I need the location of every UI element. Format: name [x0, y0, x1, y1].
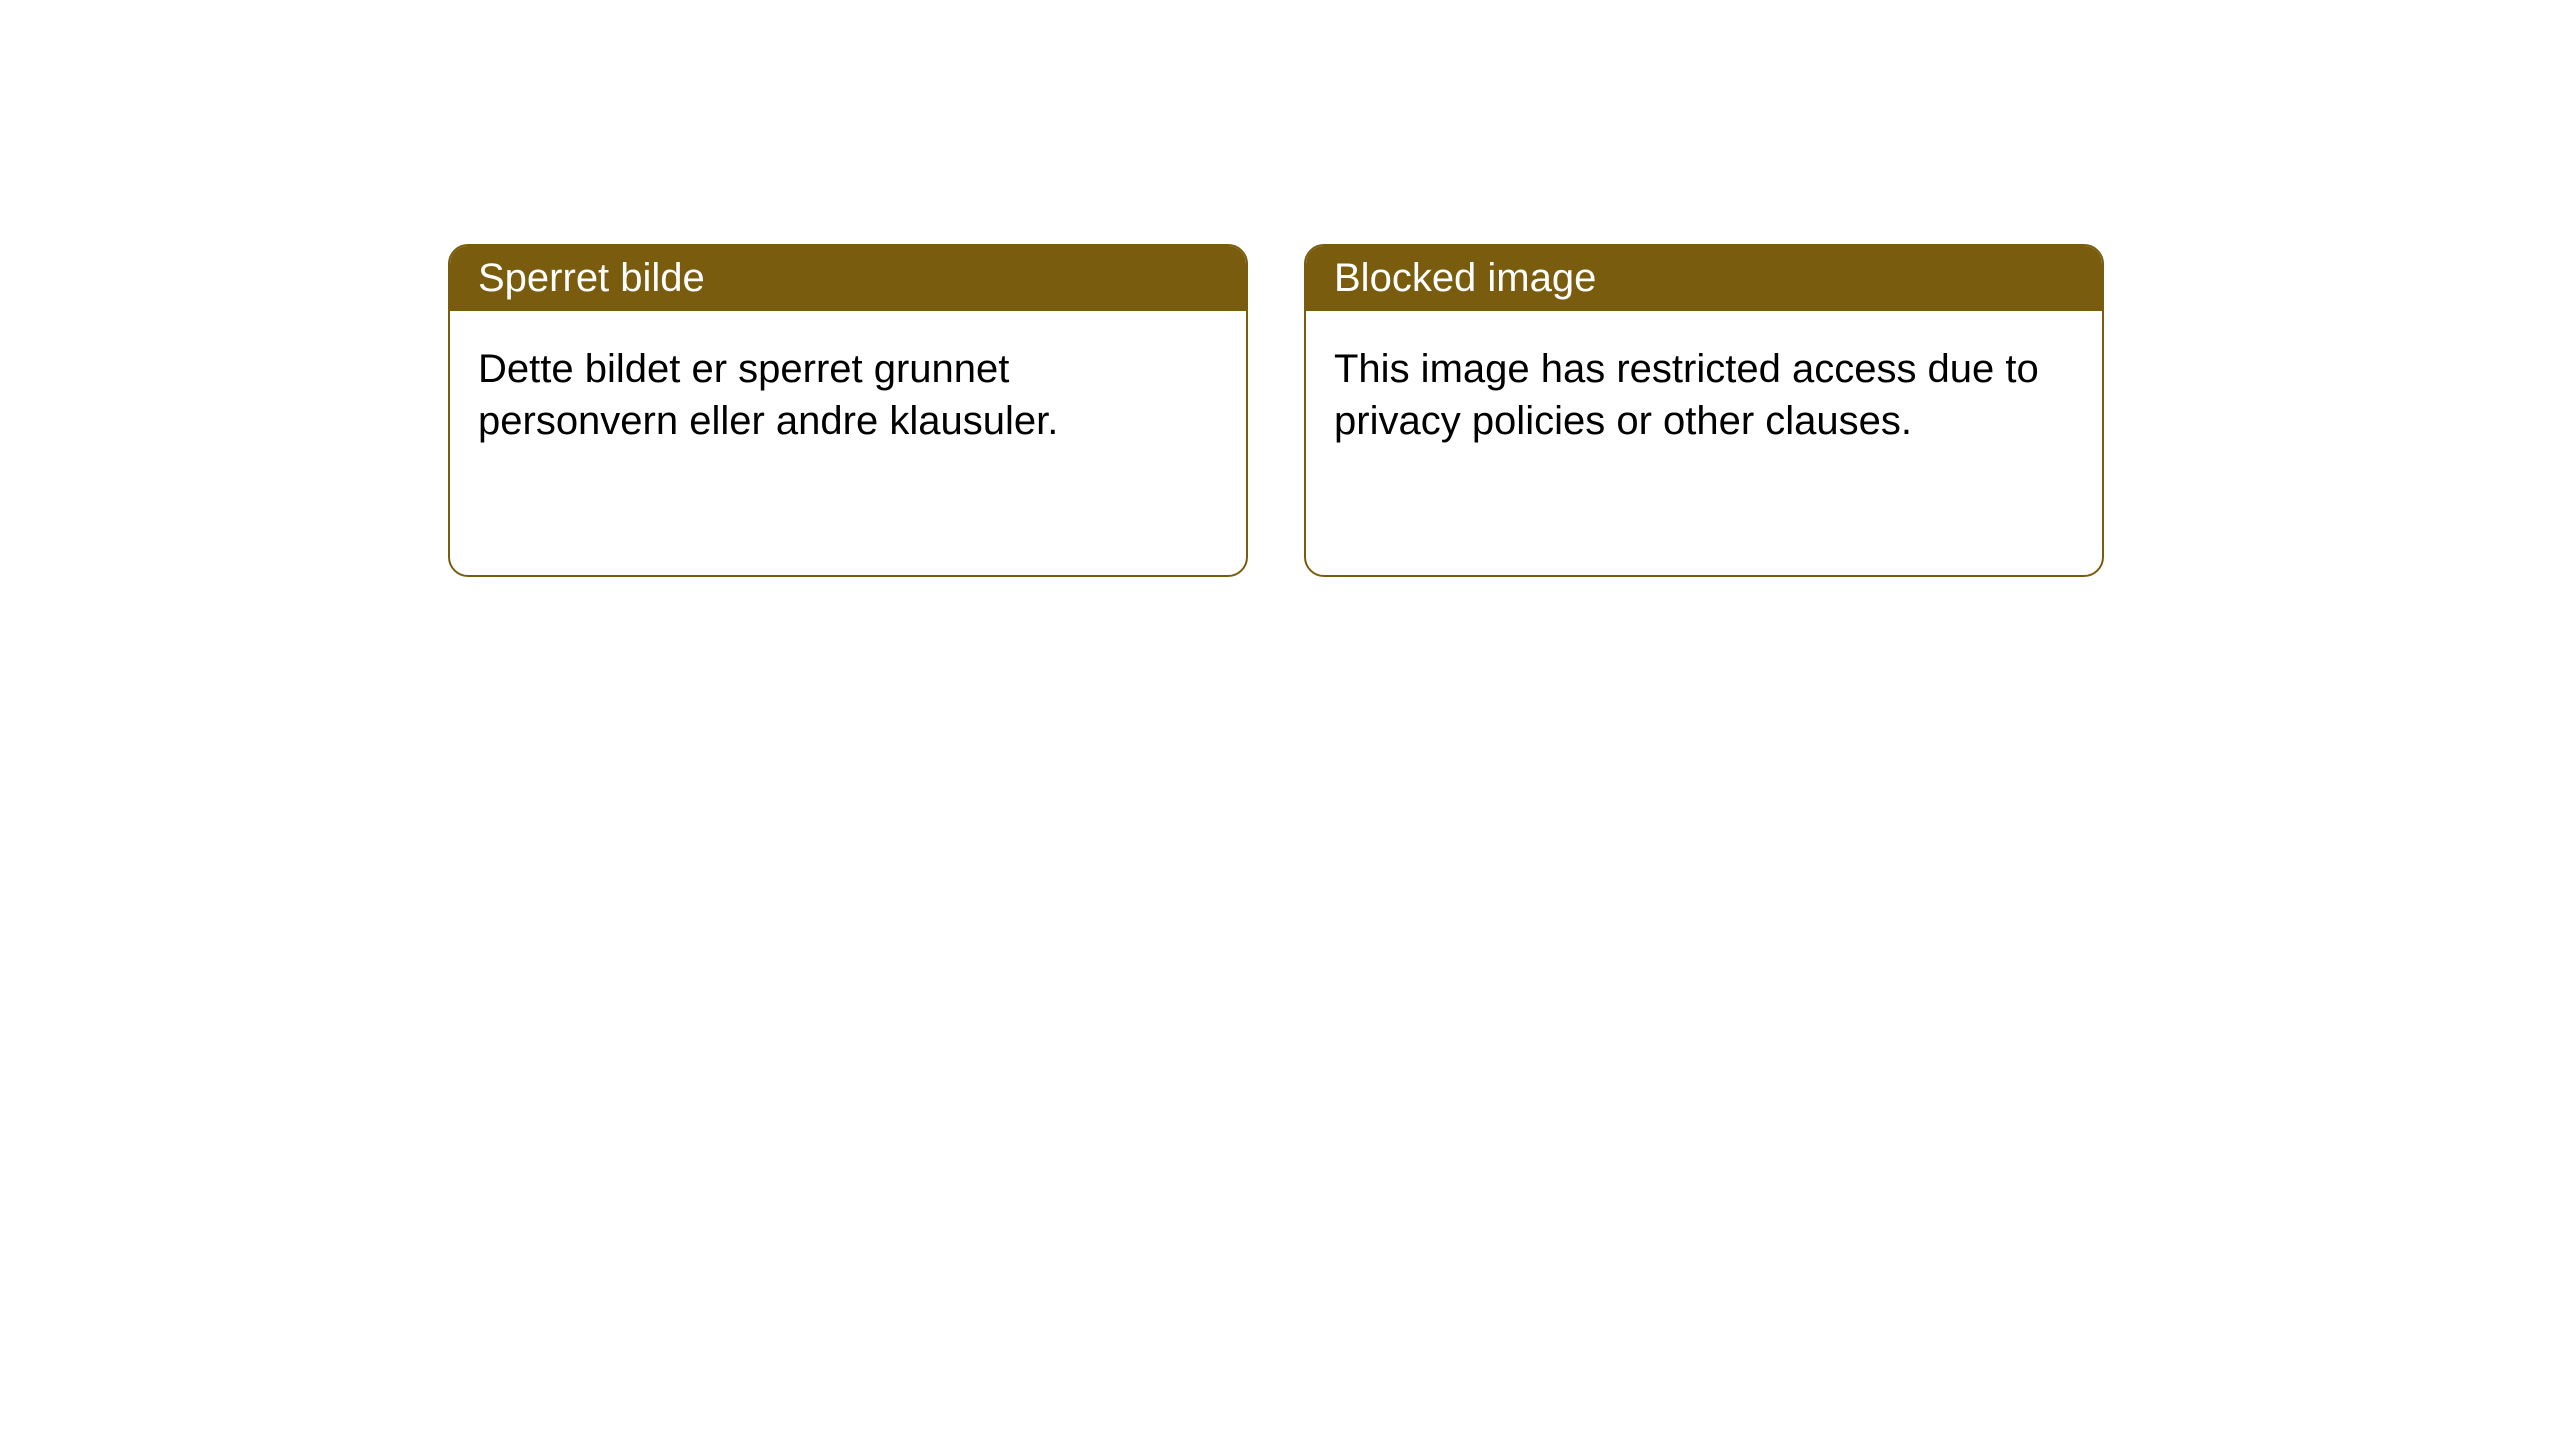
card-header: Blocked image [1306, 246, 2102, 311]
card-title: Blocked image [1334, 256, 1596, 300]
card-text: Dette bildet er sperret grunnet personve… [478, 347, 1058, 443]
card-body: This image has restricted access due to … [1306, 311, 2102, 479]
notice-card-english: Blocked image This image has restricted … [1304, 244, 2104, 577]
card-text: This image has restricted access due to … [1334, 347, 2039, 443]
notice-container: Sperret bilde Dette bildet er sperret gr… [0, 0, 2560, 577]
card-header: Sperret bilde [450, 246, 1246, 311]
card-title: Sperret bilde [478, 256, 705, 300]
card-body: Dette bildet er sperret grunnet personve… [450, 311, 1246, 479]
notice-card-norwegian: Sperret bilde Dette bildet er sperret gr… [448, 244, 1248, 577]
